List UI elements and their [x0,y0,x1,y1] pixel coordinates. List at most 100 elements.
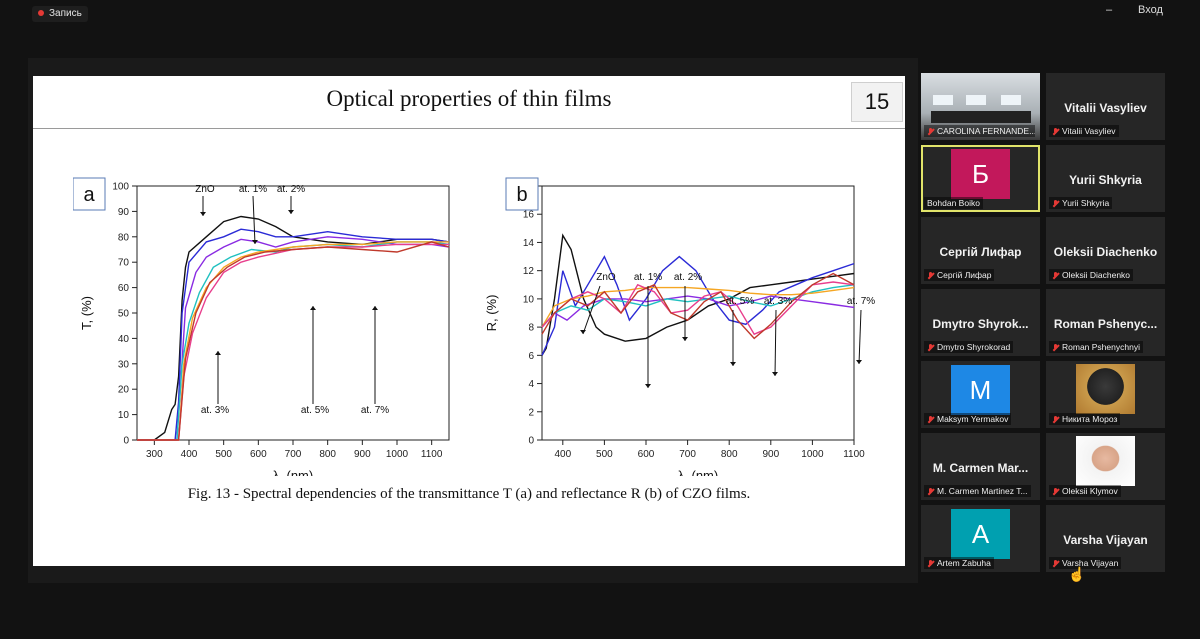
y-tick-label: 8 [528,323,534,334]
muted-mic-icon [1052,488,1059,495]
panel-letter-box [505,177,539,211]
series-line [541,233,855,356]
panel-letter-box [73,177,106,211]
avatar-photo [1076,364,1135,414]
participant-name: Oleksii Diachenko [1062,270,1131,280]
participant-tile[interactable]: Oleksii Klymov [1046,433,1165,500]
x-tick-label: 500 [596,449,613,460]
x-tick-label: 1000 [386,449,409,460]
x-tick-label: 800 [721,449,738,460]
x-axis-label: λ, (nm) [678,468,718,476]
annotation-label: ZnO [195,184,215,195]
participant-tile[interactable]: Сергій Лифар Сергій Лифар [921,217,1040,284]
participant-name: M. Carmen Martinez T... [937,486,1028,496]
avatar-photo [1076,436,1135,486]
y-tick-label: 100 [112,182,129,193]
participant-display-name: Yurii Shkyria [1069,173,1142,187]
y-tick-label: 10 [523,294,535,305]
participant-tile[interactable]: Yurii Shkyria Yurii Shkyria [1046,145,1165,212]
x-tick-label: 400 [181,449,198,460]
muted-mic-icon [1052,344,1059,351]
muted-mic-icon [927,488,934,495]
y-tick-label: 90 [118,207,130,218]
annotation-arrow [858,309,862,365]
muted-mic-icon [1052,128,1059,135]
muted-mic-icon [927,272,934,279]
series-line [137,241,449,441]
participant-tile[interactable]: Dmytro Shyrok... Dmytro Shyrokorad [921,289,1040,356]
plot-frame [541,185,855,441]
minimize-button[interactable]: – [1106,4,1113,16]
participant-tile[interactable]: A Artem Zabuha [921,505,1040,572]
avatar: M [951,365,1010,415]
x-tick-label: 600 [638,449,655,460]
y-tick-label: 6 [528,351,534,362]
y-tick-label: 20 [118,385,130,396]
annotation-label: at. 3% [764,296,792,307]
y-tick-label: 60 [118,283,130,294]
exit-button[interactable]: Вход [1138,4,1163,16]
participant-tile[interactable]: Никита Мороз [1046,361,1165,428]
annotation-label: at. 2% [277,184,305,195]
plot-frame [136,185,450,441]
series-line [137,236,450,441]
participant-tile[interactable]: M. Carmen Mar... M. Carmen Martinez T... [921,433,1040,500]
record-dot-icon [38,10,44,16]
y-tick-label: 14 [523,238,535,249]
participant-tile[interactable]: M Maksym Yermakov [921,361,1040,428]
participant-display-name: Varsha Vijayan [1063,533,1148,547]
arrow-head [856,360,862,364]
x-tick-label: 600 [250,449,267,460]
series-line [541,255,855,356]
x-tick-label: 700 [285,449,302,460]
participant-tile[interactable]: Oleksii Diachenko Oleksii Diachenko [1046,217,1165,284]
muted-mic-icon [1052,560,1059,567]
arrow-head [372,306,378,310]
y-tick-label: 16 [523,210,535,221]
participant-tile[interactable]: Vitalii Vasyliev Vitalii Vasyliev [1046,73,1165,140]
slide-number: 15 [851,82,903,122]
participant-name: Artem Zabuha [937,558,991,568]
y-tick-label: 50 [118,309,130,320]
participant-tile[interactable]: CAROLINA FERNANDE... [921,73,1040,140]
panel-letter: b [516,184,527,206]
participant-tile[interactable]: Varsha Vijayan Varsha Vijayan [1046,505,1165,572]
arrow-head [730,362,736,366]
x-tick-label: 900 [354,449,371,460]
x-tick-label: 1100 [421,449,443,460]
chart-transmittance: 300 400 500 600 700 800 900 1000 1100 0 10 20 30 40 50… [73,177,450,476]
annotation-arrow [252,195,256,245]
panel-letter: a [83,184,95,206]
y-tick-label: 0 [528,436,534,447]
annotation-label: at. 7% [847,296,875,307]
x-tick-label: 800 [319,449,336,460]
arrow-head [200,212,206,216]
chart-reflectance: 4005006007008009001000110002468101214161… [484,177,875,476]
arrow-head [772,372,778,376]
series-line [137,241,450,441]
arrow-head [310,306,316,310]
arrow-head [682,337,688,341]
annotation-label: at. 5% [301,405,329,416]
y-axis-label: T, (%) [79,296,94,330]
x-tick-label: 500 [215,449,232,460]
annotation-label: at. 3% [201,405,229,416]
recording-indicator[interactable]: Запись [32,6,88,22]
participant-name: Bohdan Boiko [927,198,980,208]
avatar: Б [951,149,1010,199]
participant-name: Сергій Лифар [937,270,992,280]
participant-tile[interactable]: Roman Pshenyc... Roman Pshenychnyi [1046,289,1165,356]
arrow-head [215,351,221,355]
arrow-head [252,240,258,244]
muted-mic-icon [1052,272,1059,279]
recording-label: Запись [49,8,82,19]
series-line [137,241,450,441]
participant-tile-active[interactable]: Б Bohdan Boiko [921,145,1040,212]
participant-name: Никита Мороз [1062,414,1118,424]
y-tick-label: 12 [523,266,535,277]
x-tick-label: 900 [762,449,779,460]
presentation-slide: Optical properties of thin films 15 300 4… [33,76,905,566]
participant-name: Dmytro Shyrokorad [937,342,1011,352]
x-tick-label: 300 [146,449,163,460]
annotation-label: at. 5% [726,296,754,307]
